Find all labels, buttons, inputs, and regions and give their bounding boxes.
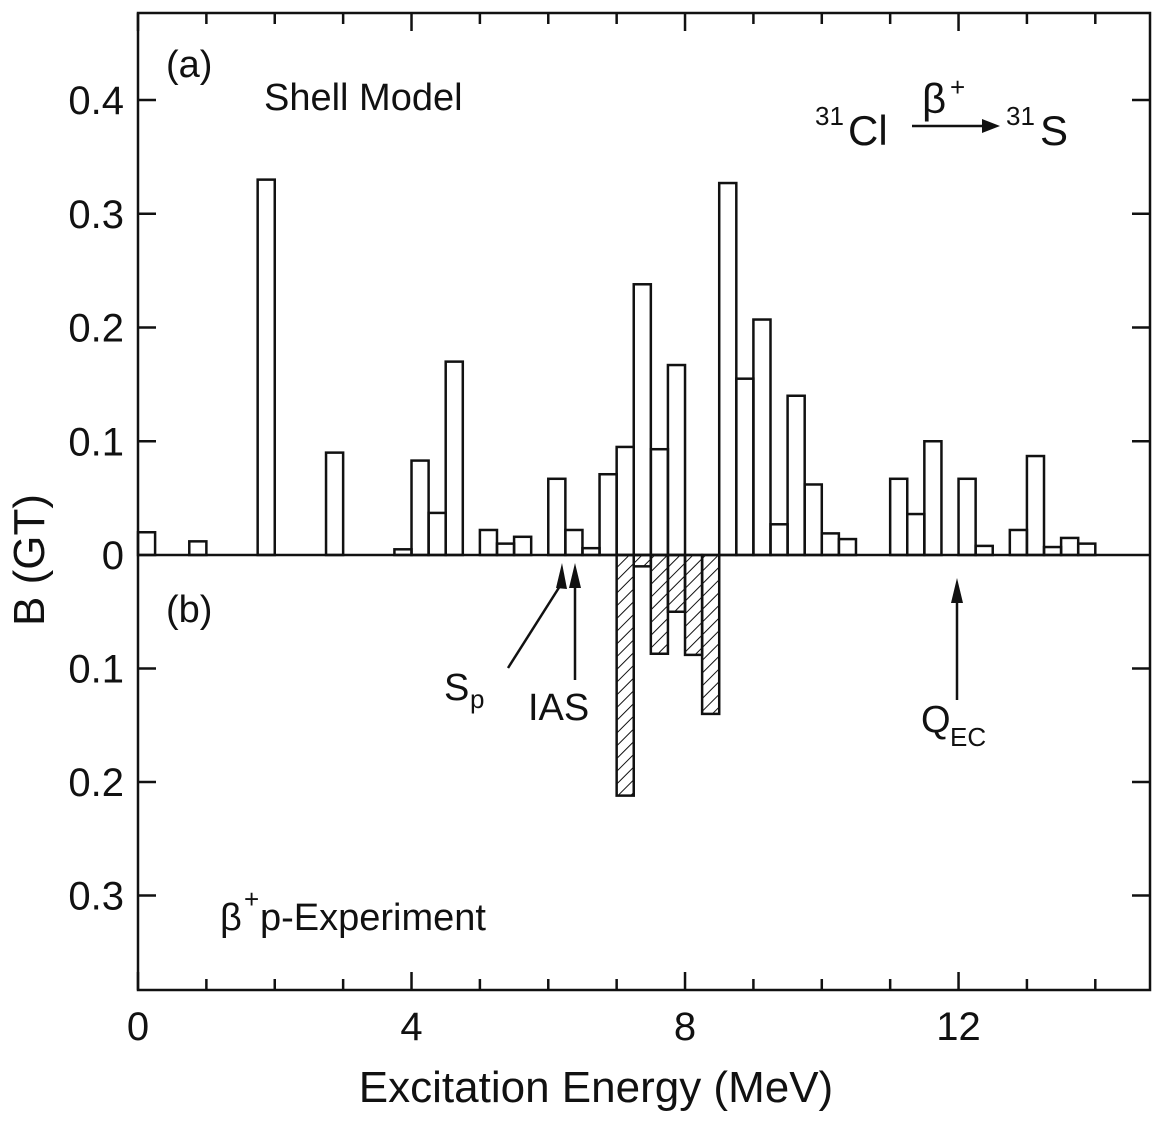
sp-annotation: S p: [444, 563, 567, 714]
panel-b-beta-sign: +: [244, 884, 259, 914]
decay-sign: +: [950, 72, 965, 102]
shell-model-bar: [598, 472, 618, 557]
y-tick-label-top: 0.3: [68, 193, 124, 237]
shell-model-bar: [666, 363, 687, 557]
shell-model-bar: [820, 532, 841, 557]
experiment-bar: [683, 553, 704, 657]
shell-model-bar: [324, 451, 345, 557]
tick-marks: [136, 13, 1150, 990]
ias-annotation: IAS: [528, 563, 589, 729]
shell-model-bar: [649, 447, 670, 557]
sp-arrow-head: [556, 563, 567, 589]
y-tick-label-bottom: 0.2: [68, 761, 124, 805]
shell-model-bar: [581, 546, 601, 557]
shell-model-bar: [735, 377, 755, 557]
sp-label: S: [444, 667, 469, 709]
shell-model-bar: [1042, 545, 1063, 557]
reaction-label: 31 Cl β + 31 S: [815, 72, 1068, 154]
shell-model-bar: [136, 531, 157, 557]
shell-model-bar: [512, 535, 533, 557]
y-tick-label-bottom: 0.1: [68, 648, 124, 692]
shell-model-bar: [393, 548, 413, 557]
decay-arrow-head: [982, 119, 1000, 133]
panel-b-title: β + p-Experiment: [220, 884, 486, 939]
qec-label: Q: [921, 699, 951, 741]
shell-model-bar: [256, 178, 277, 557]
ias-arrow-head: [569, 563, 581, 588]
y-tick-label-top: 0.1: [68, 420, 124, 464]
panel-b-beta: β: [220, 897, 242, 939]
y-tick-label-top: 0.4: [68, 79, 124, 123]
parent-mass-number: 31: [815, 101, 844, 131]
experiment-bar: [632, 553, 653, 568]
x-tick-label: 8: [674, 1005, 696, 1049]
shell-model-bar: [188, 540, 208, 557]
shell-model-bar: [786, 394, 806, 557]
panel-b-name: p-Experiment: [260, 897, 486, 939]
qec-subscript: EC: [950, 722, 986, 752]
sp-subscript: p: [470, 684, 484, 714]
shell-model-bars: [136, 178, 1097, 557]
shell-model-bar: [632, 283, 653, 557]
shell-model-bar: [1076, 542, 1097, 557]
parent-nucleus: Cl: [848, 107, 888, 154]
shell-model-bar: [444, 360, 465, 557]
shell-model-bar: [427, 511, 447, 557]
plot-frame: [136, 11, 1152, 992]
x-tick-label: 4: [400, 1005, 422, 1049]
experiment-bars: [615, 553, 721, 797]
shell-model-bar: [547, 477, 567, 557]
x-axis-title: Excitation Energy (MeV): [359, 1063, 833, 1112]
y-tick-label-top: 0: [102, 534, 124, 578]
shell-model-bar: [974, 544, 994, 557]
x-tick-label: 12: [936, 1005, 981, 1049]
shell-model-bar: [478, 528, 499, 557]
y-tick-label-bottom: 0.3: [68, 875, 124, 919]
panel-a-title: Shell Model: [264, 77, 463, 119]
ias-label: IAS: [528, 687, 589, 729]
daughter-nucleus: S: [1040, 107, 1068, 154]
qec-annotation: Q EC: [921, 578, 986, 752]
shell-model-bar: [1059, 536, 1080, 557]
shell-model-bar: [803, 483, 824, 557]
qec-arrow-head: [951, 578, 963, 603]
decay-symbol: β: [922, 75, 946, 122]
shell-model-bar: [752, 318, 772, 557]
shell-model-bar: [1025, 454, 1046, 557]
experiment-bar: [615, 553, 635, 797]
experiment-bar: [700, 553, 721, 716]
x-tick-label: 0: [127, 1005, 149, 1049]
experiment-bar: [666, 553, 687, 613]
shell-model-bar: [1008, 528, 1029, 557]
shell-model-bar: [888, 477, 909, 557]
shell-model-bar: [615, 445, 635, 557]
shell-model-bar: [564, 528, 584, 557]
shell-model-bar: [906, 512, 926, 557]
shell-model-bar: [717, 181, 738, 557]
shell-model-bar: [923, 440, 943, 557]
tick-labels: 0 4 8 12 0.4 0.3 0.2 0.1 0 0.1 0.2 0.3: [68, 79, 980, 1049]
shell-model-bar: [495, 542, 516, 557]
shell-model-bar: [410, 459, 430, 557]
panel-b-label: (b): [166, 589, 212, 631]
y-tick-label-top: 0.2: [68, 307, 124, 351]
sp-arrow-shaft: [506, 585, 562, 669]
y-axis-title: B (GT): [5, 494, 54, 626]
panel-a-label: (a): [166, 44, 212, 86]
shell-model-bar: [769, 523, 789, 557]
daughter-mass-number: 31: [1006, 101, 1035, 131]
shell-model-bar: [837, 537, 858, 557]
shell-model-bar: [957, 477, 977, 557]
experiment-bar: [649, 553, 670, 655]
